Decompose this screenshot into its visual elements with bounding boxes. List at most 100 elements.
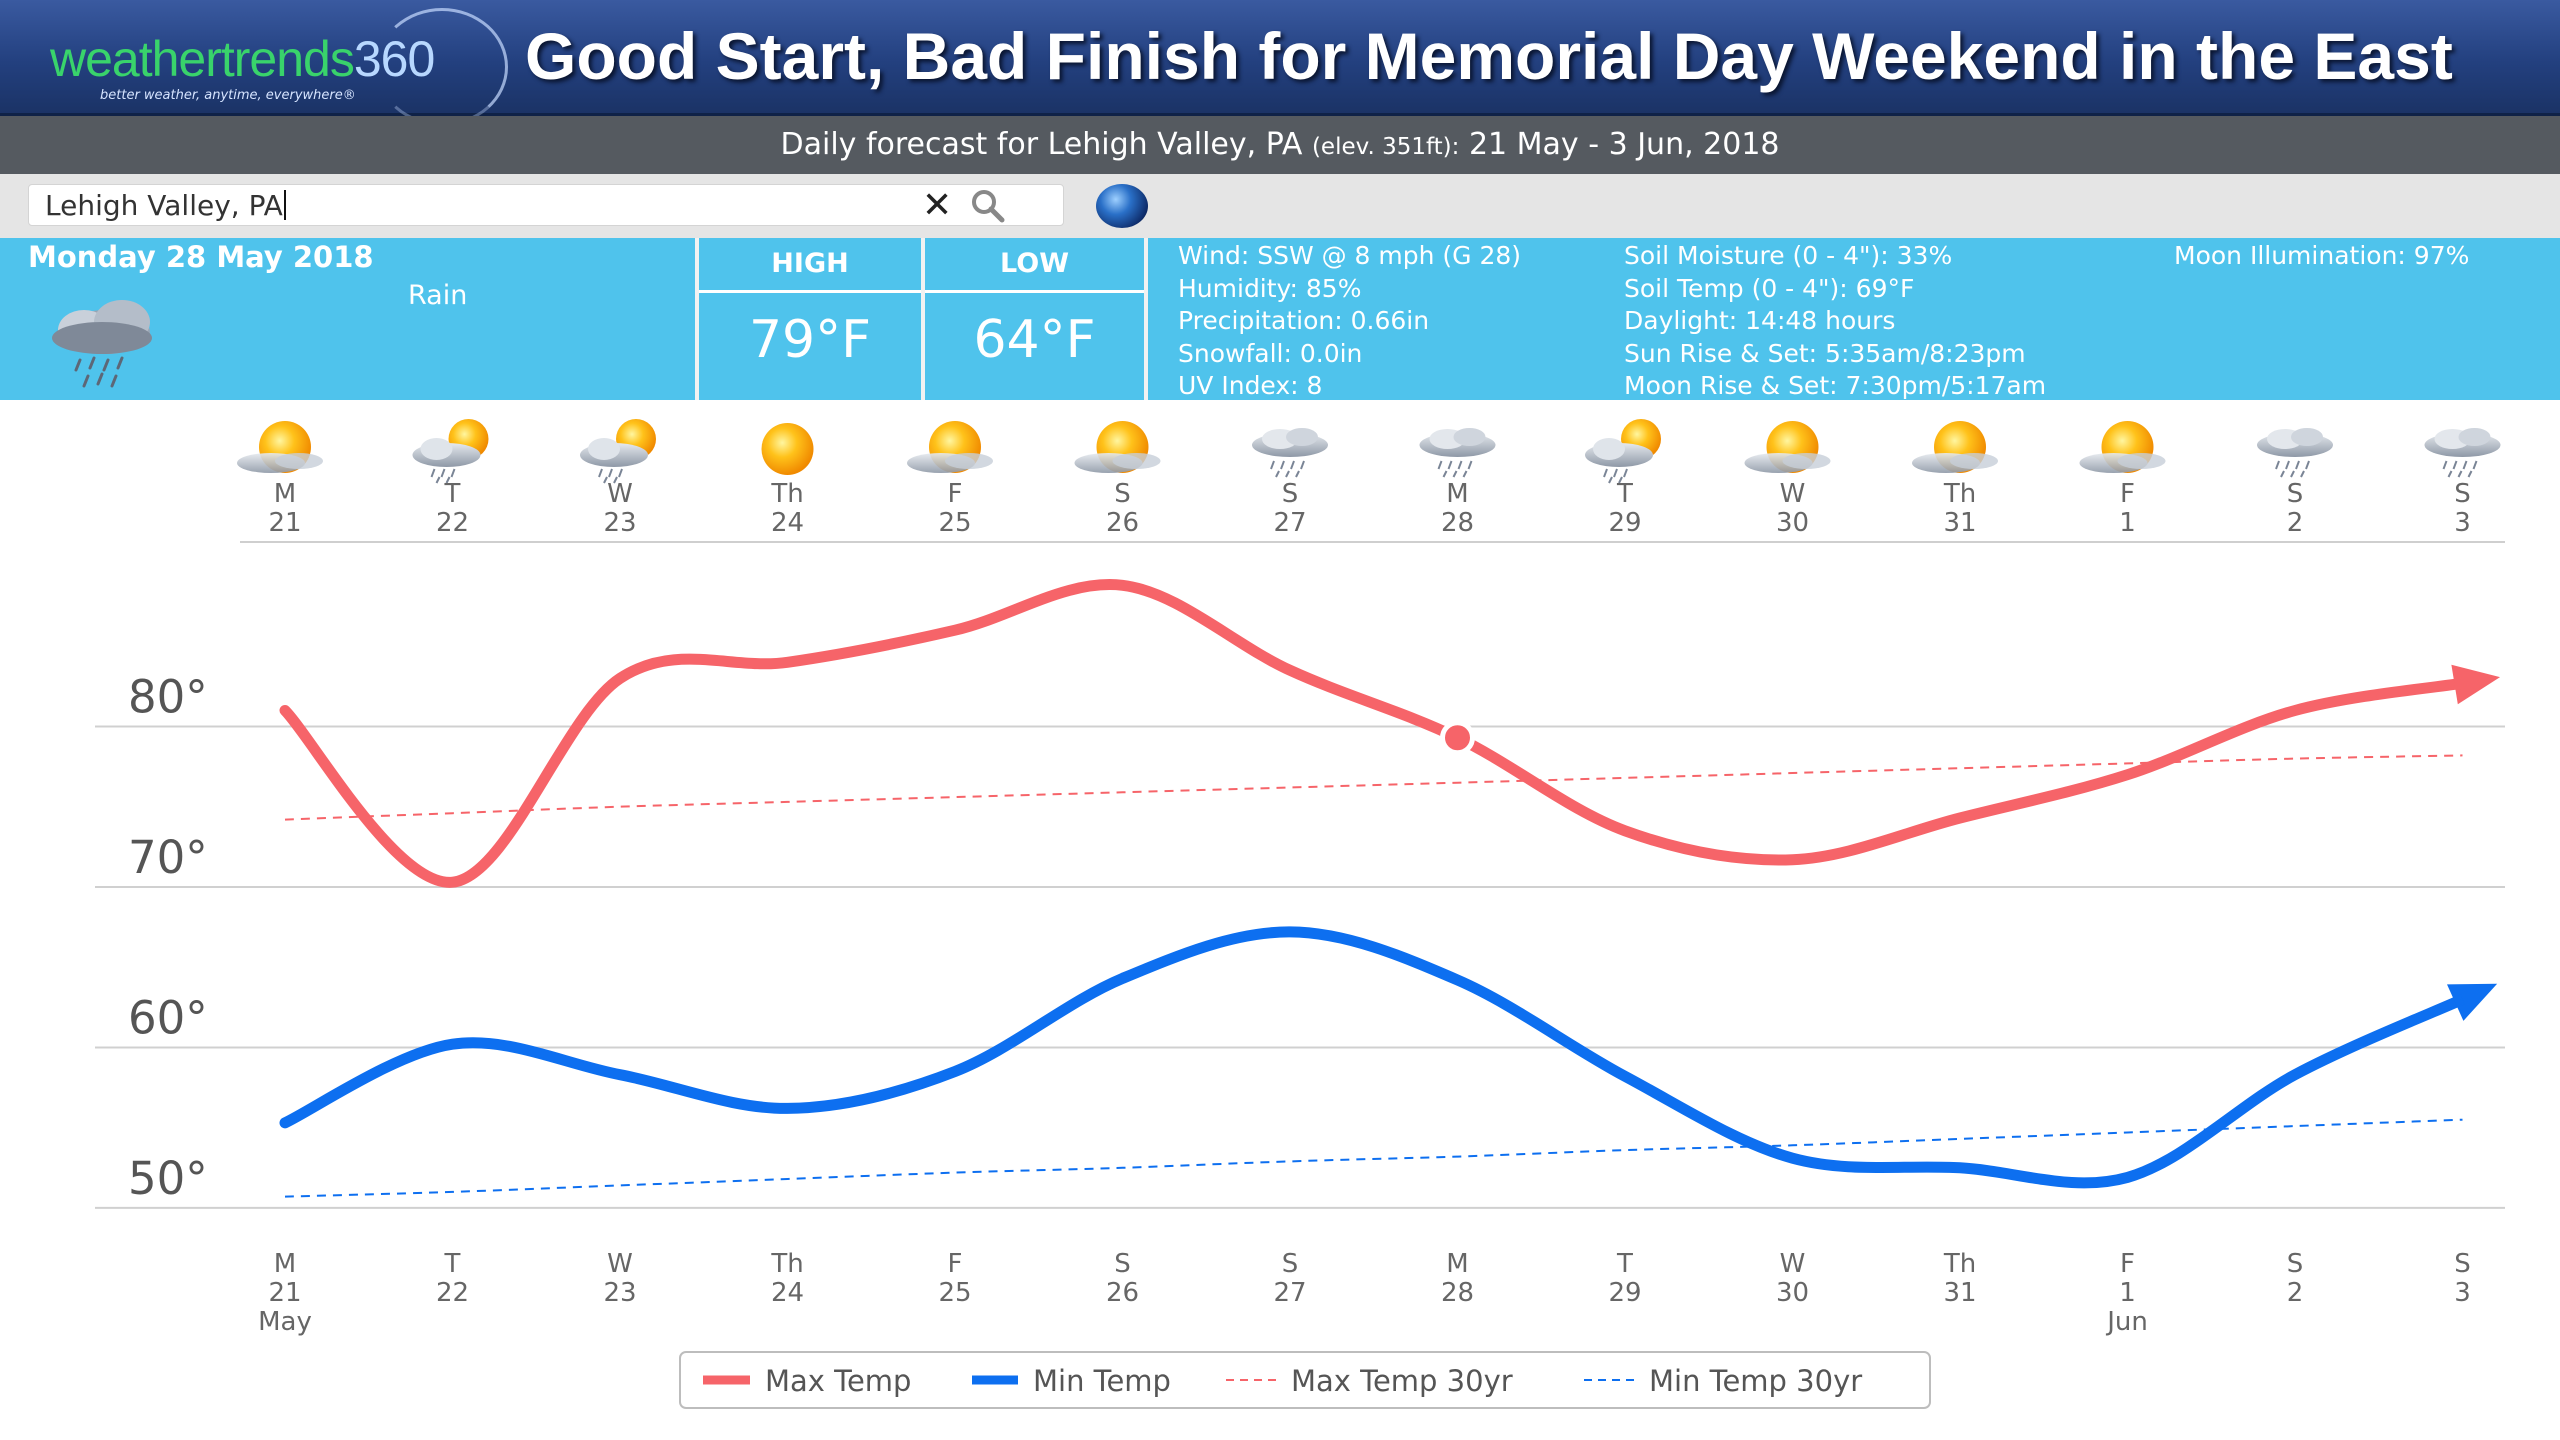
- detail-humidity: Humidity: 85%: [1178, 273, 1362, 303]
- details-weather: Wind: SSW @ 8 mph (G 28) Humidity: 85% P…: [1178, 240, 1521, 403]
- top-day-dow: F: [2120, 479, 2135, 509]
- cloud-rain-icon: [2423, 427, 2502, 478]
- top-day-date: 3: [2454, 508, 2471, 538]
- sunny-icon: [761, 423, 814, 475]
- top-day-date: 22: [436, 508, 469, 538]
- top-day-date: 21: [268, 508, 301, 538]
- x-tick-date: 29: [1608, 1278, 1641, 1308]
- globe-icon[interactable]: [1096, 184, 1148, 228]
- series-min-temp-30yr: [284, 1118, 2463, 1198]
- x-tick-date: 25: [938, 1278, 971, 1308]
- x-tick-dow: S: [2454, 1249, 2471, 1279]
- series-lines: [279, 579, 2501, 1198]
- x-tick-dow: W: [1780, 1249, 1806, 1279]
- top-day-dow: T: [1616, 479, 1633, 509]
- x-tick-date: 30: [1776, 1278, 1809, 1308]
- low-temp-panel: LOW 64°F: [925, 238, 1144, 400]
- x-tick-date: 26: [1106, 1278, 1139, 1308]
- x-tick-month: May: [258, 1307, 312, 1337]
- x-tick-date: 24: [771, 1278, 804, 1308]
- partly-cloudy-icon: [907, 421, 993, 473]
- x-tick-dow: S: [2287, 1249, 2304, 1279]
- day-summary-panel: Monday 28 May 2018 Rain: [0, 238, 695, 400]
- legend-box: [679, 1351, 1931, 1409]
- chart-legend: Max Temp Min Temp Max Temp 30yr Min Temp…: [679, 1351, 1931, 1409]
- legend-label-max-30yr[interactable]: Max Temp 30yr: [1291, 1364, 1513, 1398]
- title-banner: weathertrends360 better weather, anytime…: [0, 0, 2560, 126]
- series-max-temp-arrow-shaft: [2453, 677, 2464, 690]
- selected-day-marker[interactable]: [1440, 720, 1475, 756]
- subtitle-elevation: (elev. 351ft):: [1311, 134, 1460, 160]
- top-day-date: 25: [938, 508, 971, 538]
- x-tick-dow: T: [444, 1249, 461, 1279]
- x-tick-dow: W: [607, 1249, 633, 1279]
- x-tick-date: 21: [268, 1278, 301, 1308]
- detail-soil-temp: Soil Temp (0 - 4"): 69°F: [1624, 273, 1915, 303]
- top-day-labels: M21T22W23Th24F25S26S27M28T29W30Th31F1S2S…: [268, 479, 2470, 538]
- series-min-temp: [279, 926, 2468, 1189]
- detail-sun-rise-set: Sun Rise & Set: 5:35am/8:23pm: [1624, 338, 2026, 368]
- location-search-input[interactable]: Lehigh Valley, PA: [28, 184, 1064, 226]
- x-tick-date: 27: [1273, 1278, 1306, 1308]
- top-day-dow: S: [2287, 479, 2304, 509]
- y-tick-label: 80°: [128, 671, 208, 724]
- series-max-temp-arrow: [2451, 664, 2501, 705]
- x-axis-labels: M21MayT22W23Th24F25S26S27M28T29W30Th31F1…: [258, 1249, 2471, 1337]
- sun-cloud-rain-icon: [579, 418, 657, 484]
- logo-tagline: better weather, anytime, everywhere®: [100, 88, 356, 103]
- top-day-dow: S: [2454, 479, 2471, 509]
- x-tick-dow: M: [1446, 1249, 1468, 1279]
- top-day-date: 1: [2119, 508, 2136, 538]
- partly-cloudy-icon: [2079, 421, 2166, 473]
- forecast-subtitle: Daily forecast for Lehigh Valley, PA (el…: [0, 116, 2560, 174]
- x-tick-dow: Th: [770, 1249, 803, 1279]
- top-day-date: 31: [1943, 508, 1976, 538]
- legend-label-min-30yr[interactable]: Min Temp 30yr: [1649, 1364, 1862, 1398]
- daily-icons-row: [237, 418, 2502, 484]
- top-day-dow: Th: [1943, 479, 1976, 509]
- legend-label-min[interactable]: Min Temp: [1033, 1364, 1171, 1398]
- series-max-temp: [279, 579, 2468, 888]
- current-conditions: Monday 28 May 2018 Rain HIGH 79°F LOW 64…: [0, 238, 2560, 400]
- x-tick-date: 2: [2287, 1278, 2304, 1308]
- brand-logo[interactable]: weathertrends360 better weather, anytime…: [40, 8, 508, 126]
- clear-search-icon[interactable]: ✕: [922, 185, 953, 226]
- top-day-date: 27: [1273, 508, 1306, 538]
- condition-text: Rain: [408, 280, 468, 311]
- y-tick-label: 50°: [128, 1152, 208, 1205]
- detail-moon-illumination: Moon Illumination: 97%: [2174, 241, 2470, 270]
- low-value: 64°F: [973, 310, 1096, 370]
- logo-number: 360: [353, 31, 435, 87]
- top-day-dow: S: [1282, 479, 1299, 509]
- y-tick-label: 70°: [128, 831, 208, 884]
- top-day-date: 29: [1608, 508, 1641, 538]
- cloud-rain-icon: [52, 300, 152, 388]
- partly-cloudy-icon: [1744, 421, 1831, 473]
- partly-cloudy-icon: [1074, 421, 1161, 473]
- top-day-date: 30: [1776, 508, 1809, 538]
- y-axis-labels: 50° 60° 70° 80°: [128, 671, 208, 1205]
- detail-wind: Wind: SSW @ 8 mph (G 28): [1178, 241, 1522, 270]
- search-bar: Lehigh Valley, PA ✕: [0, 174, 2560, 238]
- top-day-date: 24: [771, 508, 804, 538]
- x-tick-date: 31: [1943, 1278, 1976, 1308]
- detail-daylight: Daylight: 14:48 hours: [1624, 306, 1896, 335]
- detail-uv-index: UV Index: 8: [1178, 371, 1323, 400]
- x-tick-date: 1: [2119, 1278, 2136, 1308]
- search-icon[interactable]: [968, 186, 1008, 226]
- low-label: LOW: [925, 238, 1144, 293]
- top-day-date: 23: [603, 508, 636, 538]
- top-day-dow: M: [274, 479, 296, 509]
- detail-moon-rise-set: Moon Rise & Set: 7:30pm/5:17am: [1624, 371, 2047, 400]
- x-tick-date: 23: [603, 1278, 636, 1308]
- details-panel: Wind: SSW @ 8 mph (G 28) Humidity: 85% P…: [1148, 238, 2560, 400]
- series-min-temp-arrow-shaft: [2452, 994, 2465, 1008]
- high-label: HIGH: [699, 238, 921, 293]
- detail-precipitation: Precipitation: 0.66in: [1178, 306, 1430, 335]
- series-max-temp-30yr: [284, 754, 2463, 821]
- sun-cloud-rain-icon: [411, 418, 490, 484]
- legend-label-max[interactable]: Max Temp: [765, 1364, 911, 1398]
- x-tick-dow: Th: [1943, 1249, 1976, 1279]
- top-day-dow: Th: [770, 479, 803, 509]
- top-day-date: 28: [1441, 508, 1474, 538]
